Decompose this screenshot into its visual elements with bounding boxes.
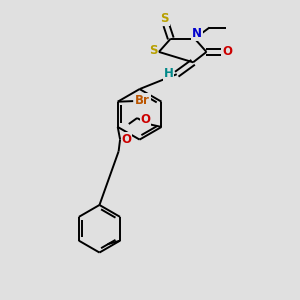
Text: S: S <box>160 12 169 25</box>
Text: O: O <box>122 133 132 146</box>
Text: S: S <box>149 44 158 57</box>
Text: Br: Br <box>135 94 150 107</box>
Text: N: N <box>192 27 202 40</box>
Text: H: H <box>164 67 173 80</box>
Text: O: O <box>223 45 233 58</box>
Text: O: O <box>140 113 150 126</box>
